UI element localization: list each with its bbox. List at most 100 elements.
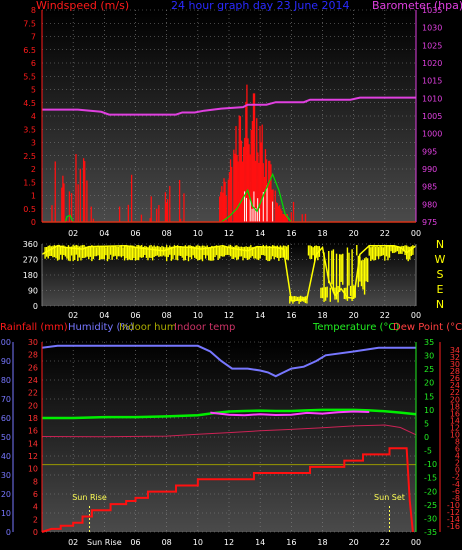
rainfall-tick-label: 26 <box>28 363 38 372</box>
dew-point-tick-label: 4 <box>455 452 460 461</box>
time-tick-label: 06 <box>130 229 140 238</box>
rainfall-tick-label: 28 <box>28 351 38 360</box>
humidity-tick-label: 80 <box>1 376 11 385</box>
time-tick-label: 00 <box>411 538 421 547</box>
compass-label: S <box>437 268 444 281</box>
barometer-tick-label: 995 <box>422 147 437 156</box>
indoor-temp-line <box>41 424 417 438</box>
humidity-tick-label: 90 <box>1 357 11 366</box>
dew-point-tick-label: -8 <box>452 494 460 503</box>
dew-point-tick-label: 32 <box>450 353 460 362</box>
dew-point-line <box>210 410 370 417</box>
time-tick-label: Sun Rise <box>87 538 122 547</box>
dew-point-axis-label: Dew Point (°C) <box>393 322 462 333</box>
time-tick-label: 16 <box>286 311 296 320</box>
humidity-tick-label: 100 <box>0 338 11 347</box>
temperature-tick-label: -30 <box>424 514 437 523</box>
time-tick-label: 18 <box>317 538 327 547</box>
rainfall-tick-label: 12 <box>28 452 38 461</box>
rainfall-tick-label: 14 <box>28 439 38 448</box>
temperature-tick-label: -15 <box>424 474 437 483</box>
temperature-tick-label: 35 <box>424 338 434 347</box>
barometer-tick-label: 1000 <box>422 130 442 139</box>
time-tick-label: 16 <box>286 538 296 547</box>
rainfall-tick-label: 8 <box>33 477 38 486</box>
dew-point-tick-label: 28 <box>450 367 460 376</box>
rainfall-tick-label: 6 <box>33 490 38 499</box>
time-tick-label: 06 <box>130 538 140 547</box>
rainfall-line <box>41 447 414 533</box>
dew-point-tick-label: 16 <box>450 409 460 418</box>
dew-point-tick-label: 8 <box>455 438 460 447</box>
windspeed-tick-label: 2.5 <box>23 152 36 161</box>
time-tick-label: 08 <box>162 311 172 320</box>
time-tick-label: 14 <box>255 311 265 320</box>
rainfall-tick-label: 16 <box>28 427 38 436</box>
rainfall-tick-label: 24 <box>28 376 38 385</box>
dew-point-tick-label: 10 <box>450 430 460 439</box>
time-tick-label: 16 <box>286 229 296 238</box>
dew-point-tick-label: 12 <box>450 423 460 432</box>
dew-point-tick-label: 18 <box>450 402 460 411</box>
dew-point-tick-label: -16 <box>447 522 460 531</box>
temperature-line <box>42 408 417 420</box>
barometer-tick-label: 1030 <box>422 24 442 33</box>
time-tick-label: 02 <box>68 538 78 547</box>
time-tick-label: 08 <box>162 229 172 238</box>
dew-point-tick-label: 34 <box>450 346 460 355</box>
panel2-marks <box>41 244 417 304</box>
rainfall-tick-label: 2 <box>33 515 38 524</box>
time-tick-label: 20 <box>349 229 359 238</box>
windspeed-tick-label: 5 <box>31 86 36 95</box>
windspeed-tick-label: 3 <box>31 139 36 148</box>
time-tick-label: 02 <box>68 229 78 238</box>
compass-label: N <box>436 238 444 251</box>
dew-point-tick-label: 24 <box>450 381 460 390</box>
rainfall-tick-label: 0 <box>33 528 38 537</box>
dew-point-tick-label: 2 <box>455 459 460 468</box>
barometer-tick-label: 990 <box>422 165 437 174</box>
humidity-line <box>41 344 416 378</box>
temperature-tick-label: 25 <box>424 365 434 374</box>
direction-tick-label: 270 <box>23 256 38 265</box>
windspeed-tick-label: 1.5 <box>23 178 36 187</box>
humidity-tick-label: 30 <box>1 471 11 480</box>
rainfall-axis-label: Rainfall (mm) <box>0 322 68 333</box>
humidity-tick-label: 60 <box>1 414 11 423</box>
windspeed-tick-label: 0.5 <box>23 205 36 214</box>
humidity-tick-label: 50 <box>1 433 11 442</box>
windspeed-tick-label: 0 <box>31 218 36 227</box>
humidity-tick-label: 40 <box>1 452 11 461</box>
dew-point-tick-label: -4 <box>452 480 460 489</box>
rainfall-tick-label: 10 <box>28 465 38 474</box>
dew-point-tick-label: -10 <box>447 501 460 510</box>
time-tick-label: 12 <box>224 538 234 547</box>
temperature-axis-label: Temperature (°C) <box>312 322 399 333</box>
barometer-tick-label: 1020 <box>422 59 442 68</box>
barometer-tick-label: 1025 <box>422 41 442 50</box>
barometer-tick-label: 980 <box>422 200 437 209</box>
dew-point-tick-label: 0 <box>455 466 460 475</box>
windspeed-tick-label: 6.5 <box>23 46 36 55</box>
temperature-tick-label: 0 <box>424 433 429 442</box>
temperature-tick-label: -10 <box>424 460 437 469</box>
time-tick-label: 20 <box>349 538 359 547</box>
time-tick-label: 18 <box>317 311 327 320</box>
windspeed-tick-label: 2 <box>31 165 36 174</box>
time-tick-label: 22 <box>380 229 390 238</box>
barometer-tick-label: 975 <box>422 218 437 227</box>
rainfall-tick-label: 30 <box>28 338 38 347</box>
dew-point-tick-label: 6 <box>455 445 460 454</box>
windspeed-tick-label: 1 <box>31 192 36 201</box>
dew-point-tick-label: 14 <box>450 416 460 425</box>
humidity-tick-label: 70 <box>1 395 11 404</box>
rainfall-tick-label: 18 <box>28 414 38 423</box>
panel1-axes: 0 0.5 1 1.5 2 2.5 3 3.5 4 4.5 5 5.5 6 6.5 7 7.5 8 975 980 9… <box>23 6 442 238</box>
dew-point-tick-label: -14 <box>447 515 460 524</box>
barometer-tick-label: 985 <box>422 183 437 192</box>
temperature-tick-label: 5 <box>424 419 429 428</box>
rainfall-tick-label: 20 <box>28 401 38 410</box>
